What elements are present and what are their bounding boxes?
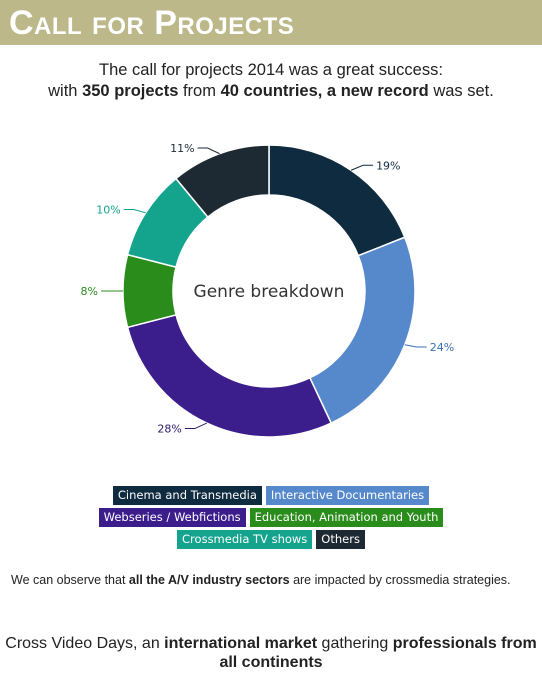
footer-highlight: international market — [164, 635, 318, 652]
label-leader-line — [350, 164, 374, 171]
legend-item: Others — [316, 530, 365, 549]
observation-part: We can observe that — [11, 573, 129, 587]
footer-text: Cross Video Days, an international marke… — [0, 634, 542, 672]
projects-count: 350 projects — [82, 82, 179, 100]
slice-value-label: 11% — [170, 142, 194, 155]
observation-text: We can observe that all the A/V industry… — [11, 573, 531, 588]
label-leader-line — [404, 344, 427, 348]
label-leader-line — [184, 422, 208, 430]
intro-text: The call for projects 2014 was a great s… — [99, 61, 443, 79]
legend-row: Crossmedia TV shows Others — [0, 530, 542, 549]
page-title: Call for Projects — [9, 4, 295, 42]
legend-item: Interactive Documentaries — [265, 486, 430, 505]
legend-item: Webseries / Webfictions — [98, 508, 246, 527]
observation-part: are impacted by crossmedia strategies. — [289, 573, 511, 587]
donut-slice — [308, 236, 416, 425]
countries-record: 40 countries, a new record — [220, 82, 429, 100]
footer-part: Cross Video Days, an — [5, 635, 165, 652]
intro-text: was set. — [428, 82, 494, 100]
slice-value-label: 10% — [96, 204, 120, 217]
label-leader-line — [197, 147, 220, 155]
slice-value-label: 8% — [81, 285, 98, 298]
legend-row: Cinema and Transmedia Interactive Documen… — [0, 486, 542, 505]
header-bar: Call for Projects — [0, 0, 542, 45]
footer-highlight: professionals from all continents — [219, 635, 537, 671]
intro-text: with — [48, 82, 83, 100]
footer-part: gathering — [317, 635, 393, 652]
intro-line-2: with 350 projects from 40 countries, a n… — [0, 82, 542, 101]
legend-row: Webseries / Webfictions Education, Animat… — [0, 508, 542, 527]
chart-legend: Cinema and Transmedia Interactive Documen… — [0, 486, 542, 552]
donut-slice — [126, 313, 333, 438]
legend-item: Crossmedia TV shows — [177, 530, 313, 549]
chart-center-label: Genre breakdown — [194, 282, 345, 302]
slice-value-label: 28% — [157, 423, 181, 436]
legend-item: Education, Animation and Youth — [249, 508, 444, 527]
intro-line-1: The call for projects 2014 was a great s… — [0, 61, 542, 80]
genre-donut-chart: 19% 24% 28% 8% 10% 11% Genre breakdown — [81, 142, 454, 438]
intro-text: from — [178, 82, 221, 100]
label-leader-line — [123, 209, 146, 214]
donut-slice — [174, 144, 270, 219]
observation-highlight: all the A/V industry sectors — [128, 573, 290, 587]
slice-value-label: 19% — [376, 159, 400, 172]
legend-item: Cinema and Transmedia — [112, 486, 262, 505]
slice-value-label: 24% — [430, 341, 454, 354]
